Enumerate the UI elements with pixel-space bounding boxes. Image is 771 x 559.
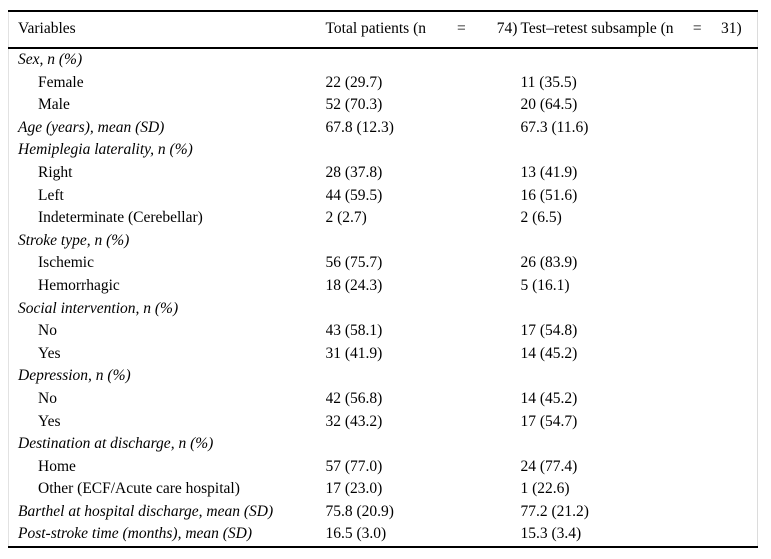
col-header-test-retest-subsample: Test–retest subsample (n = 31) <box>520 20 742 37</box>
row-subsample-value <box>521 298 758 321</box>
row-label: No <box>38 389 57 407</box>
row-total-value <box>326 298 521 321</box>
table-row: Hemiplegia laterality, n (%) <box>9 139 758 162</box>
row-subsample-value <box>521 433 758 456</box>
row-subsample-value: 1 (22.6) <box>520 480 570 498</box>
table-row: Female 22 (29.7) 11 (35.5) <box>9 72 758 95</box>
row-total-value: 32 (43.2) <box>325 412 383 430</box>
table-row: Age (years), mean (SD) 67.8 (12.3) 67.3 (1… <box>9 117 758 140</box>
row-total-value <box>326 230 521 253</box>
table-body: Sex, n (%) Female 22 (29.7) 11 (35.5) Male 52… <box>9 48 758 547</box>
table-row: Left 44 (59.5) 16 (51.6) <box>9 185 758 208</box>
row-label: No <box>38 322 57 340</box>
row-subsample-value <box>521 48 758 72</box>
row-label: Sex, n (%) <box>18 51 83 68</box>
row-total-value: 43 (58.1) <box>325 322 383 340</box>
row-total-value: 56 (75.7) <box>325 254 383 272</box>
col-header-total-patients: Total patients (n = 74) <box>325 20 518 37</box>
row-subsample-value: 13 (41.9) <box>520 163 578 181</box>
row-subsample-value <box>521 139 758 162</box>
row-label: Barthel at hospital discharge, mean (SD) <box>18 502 274 520</box>
row-total-value: 31 (41.9) <box>325 344 383 362</box>
row-label: Right <box>38 163 73 181</box>
row-subsample-value: 5 (16.1) <box>520 276 570 294</box>
row-label: Female <box>38 73 84 91</box>
table-row: Home 57 (77.0) 24 (77.4) <box>9 456 758 479</box>
table-row: Destination at discharge, n (%) <box>9 433 758 456</box>
row-label: Post-stroke time (months), mean (SD) <box>18 525 253 543</box>
row-subsample-value <box>521 365 758 388</box>
row-subsample-value: 77.2 (21.2) <box>520 502 589 520</box>
table-row: No 43 (58.1) 17 (54.8) <box>9 320 758 343</box>
row-label: Destination at discharge, n (%) <box>18 435 214 453</box>
table-row: Male 52 (70.3) 20 (64.5) <box>9 94 758 117</box>
table-row: Post-stroke time (months), mean (SD) 16.5… <box>9 523 758 547</box>
table-row: Yes 32 (43.2) 17 (54.7) <box>9 411 758 434</box>
table-row: Depression, n (%) <box>9 365 758 388</box>
row-subsample-value: 14 (45.2) <box>520 389 578 407</box>
row-label: Home <box>38 457 76 475</box>
row-total-value: 18 (24.3) <box>325 276 383 294</box>
row-subsample-value: 17 (54.8) <box>520 322 578 340</box>
row-subsample-value <box>521 230 758 253</box>
row-subsample-value: 14 (45.2) <box>520 344 578 362</box>
row-label: Depression, n (%) <box>18 367 131 385</box>
row-total-value: 17 (23.0) <box>325 480 383 498</box>
row-label: Hemorrhagic <box>38 276 120 294</box>
row-total-value <box>326 365 521 388</box>
table-row: Barthel at hospital discharge, mean (SD)… <box>9 501 758 524</box>
table-row: Right 28 (37.8) 13 (41.9) <box>9 162 758 185</box>
row-label: Left <box>38 186 64 204</box>
header-row: Variables Total patients (n = 74) Test–r… <box>8 11 758 48</box>
row-total-value: 2 (2.7) <box>325 209 367 227</box>
table-row: Indeterminate (Cerebellar) 2 (2.7) 2 (6.5) <box>9 207 758 230</box>
row-subsample-value: 16 (51.6) <box>520 186 578 204</box>
row-subsample-value: 67.3 (11.6) <box>520 118 589 136</box>
row-subsample-value: 11 (35.5) <box>520 73 577 91</box>
row-subsample-value: 24 (77.4) <box>520 457 578 475</box>
row-total-value <box>326 139 521 162</box>
row-label: Indeterminate (Cerebellar) <box>38 209 203 227</box>
table-row: Yes 31 (41.9) 14 (45.2) <box>9 343 758 366</box>
table-row: No 42 (56.8) 14 (45.2) <box>9 388 758 411</box>
row-total-value <box>326 48 521 72</box>
row-subsample-value: 17 (54.7) <box>520 412 578 430</box>
col-header-variables: Variables <box>18 20 76 37</box>
row-subsample-value: 15.3 (3.4) <box>520 525 582 543</box>
table-row: Other (ECF/Acute care hospital) 17 (23.0)… <box>9 478 758 501</box>
row-total-value: 75.8 (20.9) <box>325 502 394 520</box>
row-label: Ischemic <box>38 254 94 272</box>
row-label: Yes <box>38 412 61 430</box>
row-label: Other (ECF/Acute care hospital) <box>38 480 240 498</box>
table-row: Ischemic 56 (75.7) 26 (83.9) <box>9 252 758 275</box>
row-subsample-value: 2 (6.5) <box>520 209 562 227</box>
row-total-value: 52 (70.3) <box>325 96 383 114</box>
table-row: Hemorrhagic 18 (24.3) 5 (16.1) <box>9 275 758 298</box>
row-label: Stroke type, n (%) <box>18 231 130 249</box>
row-total-value: 67.8 (12.3) <box>325 118 394 136</box>
table-row: Stroke type, n (%) <box>9 230 758 253</box>
row-label: Age (years), mean (SD) <box>18 118 165 136</box>
row-label: Social intervention, n (%) <box>18 299 179 317</box>
patient-characteristics-table: Variables Total patients (n = 74) Test–r… <box>8 10 758 549</box>
row-total-value: 57 (77.0) <box>325 457 383 475</box>
table-row: Sex, n (%) <box>9 48 758 72</box>
row-total-value: 22 (29.7) <box>325 73 383 91</box>
row-label: Hemiplegia laterality, n (%) <box>18 141 193 159</box>
row-subsample-value: 26 (83.9) <box>520 254 578 272</box>
row-subsample-value: 20 (64.5) <box>520 96 578 114</box>
row-total-value: 28 (37.8) <box>325 163 383 181</box>
row-total-value <box>326 433 521 456</box>
row-total-value: 16.5 (3.0) <box>325 525 387 543</box>
row-total-value: 44 (59.5) <box>325 186 383 204</box>
table-row: Social intervention, n (%) <box>9 298 758 321</box>
row-total-value: 42 (56.8) <box>325 389 383 407</box>
row-label: Yes <box>38 344 61 362</box>
row-label: Male <box>38 96 70 114</box>
